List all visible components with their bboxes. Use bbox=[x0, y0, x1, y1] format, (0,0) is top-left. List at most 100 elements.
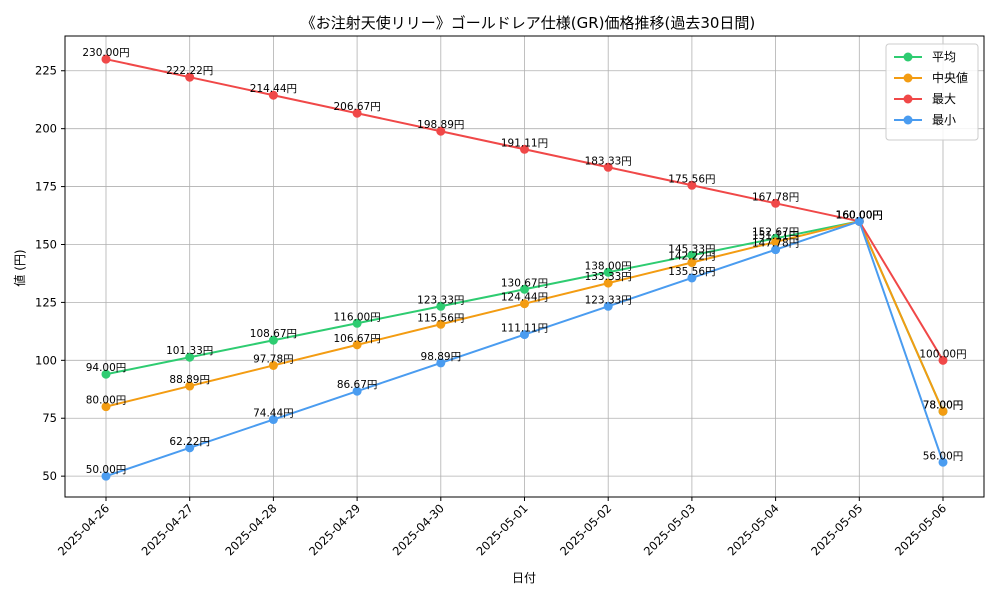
data-label: 175.56円 bbox=[668, 173, 715, 185]
data-label: 214.44円 bbox=[250, 83, 297, 95]
x-tick-label: 2025-05-04 bbox=[725, 501, 782, 558]
data-point bbox=[603, 278, 613, 288]
data-point bbox=[687, 273, 697, 283]
data-label: 151.11円 bbox=[752, 230, 799, 242]
data-label: 145.33円 bbox=[668, 243, 715, 255]
data-label: 86.67円 bbox=[337, 379, 378, 391]
data-label: 142.22円 bbox=[668, 251, 715, 263]
data-label: 108.67円 bbox=[250, 328, 297, 340]
data-label: 97.78円 bbox=[253, 353, 294, 365]
data-point bbox=[101, 369, 111, 379]
data-point bbox=[185, 443, 195, 453]
data-point bbox=[185, 352, 195, 362]
data-point bbox=[687, 258, 697, 268]
data-label: 160.00円 bbox=[836, 209, 883, 221]
data-label: 111.11円 bbox=[501, 323, 548, 335]
legend-marker bbox=[903, 52, 913, 62]
data-label: 160.00円 bbox=[836, 209, 883, 221]
data-label: 152.67円 bbox=[752, 226, 799, 238]
x-tick-label: 2025-05-01 bbox=[473, 501, 530, 558]
data-label: 198.89円 bbox=[417, 119, 464, 131]
data-label: 135.56円 bbox=[668, 266, 715, 278]
data-point bbox=[352, 340, 362, 350]
x-tick-label: 2025-04-28 bbox=[222, 501, 279, 558]
data-label: 130.67円 bbox=[501, 277, 548, 289]
data-label: 50.00円 bbox=[86, 464, 127, 476]
data-point bbox=[520, 299, 529, 309]
y-tick-label: 200 bbox=[35, 122, 57, 136]
data-label: 133.33円 bbox=[585, 271, 632, 283]
data-point bbox=[603, 267, 613, 277]
data-point bbox=[101, 471, 111, 481]
y-axis-label: 値 (円) bbox=[12, 249, 27, 286]
series-2 bbox=[101, 54, 948, 365]
data-point bbox=[687, 250, 697, 260]
data-point bbox=[520, 284, 529, 294]
data-label: 222.22円 bbox=[166, 65, 213, 77]
data-point bbox=[771, 237, 781, 247]
data-point bbox=[352, 318, 362, 328]
legend-marker bbox=[903, 94, 913, 104]
legend-label: 最大 bbox=[932, 92, 956, 106]
data-point bbox=[101, 402, 111, 412]
data-point bbox=[436, 358, 446, 368]
data-label: 115.56円 bbox=[417, 312, 464, 324]
series-layer bbox=[101, 54, 948, 481]
x-tick-label: 2025-04-27 bbox=[139, 501, 196, 558]
data-label: 123.33円 bbox=[417, 294, 464, 306]
data-point bbox=[352, 386, 362, 396]
data-point bbox=[436, 301, 446, 311]
x-tick-label: 2025-05-02 bbox=[557, 501, 614, 558]
y-tick-label: 50 bbox=[42, 469, 57, 483]
data-point bbox=[771, 245, 781, 255]
data-point bbox=[938, 457, 948, 467]
legend-label: 最小 bbox=[932, 113, 956, 127]
series-1 bbox=[101, 216, 948, 416]
data-label: 123.33円 bbox=[585, 294, 632, 306]
y-tick-label: 75 bbox=[42, 411, 57, 425]
data-label: 106.67円 bbox=[333, 333, 380, 345]
data-label: 147.78円 bbox=[752, 238, 799, 250]
data-point bbox=[771, 198, 781, 208]
data-point bbox=[352, 108, 362, 118]
data-point bbox=[520, 330, 529, 340]
data-label: 78.00円 bbox=[923, 399, 964, 411]
data-label: 88.89円 bbox=[169, 374, 210, 386]
data-label: 230.00円 bbox=[82, 47, 129, 59]
data-point bbox=[436, 319, 446, 329]
data-label: 183.33円 bbox=[585, 155, 632, 167]
data-point bbox=[268, 415, 278, 425]
legend-marker bbox=[903, 115, 913, 125]
x-tick-label: 2025-05-05 bbox=[808, 501, 865, 558]
data-label: 101.33円 bbox=[166, 345, 213, 357]
data-label: 191.11円 bbox=[501, 137, 548, 149]
data-label: 56.00円 bbox=[923, 450, 964, 462]
data-label: 160.00円 bbox=[836, 209, 883, 221]
data-point bbox=[268, 335, 278, 345]
data-point bbox=[436, 126, 446, 136]
data-label: 124.44円 bbox=[501, 292, 548, 304]
y-tick-label: 100 bbox=[35, 353, 57, 367]
y-tick-label: 150 bbox=[35, 237, 57, 251]
data-point bbox=[938, 355, 948, 365]
data-label: 80.00円 bbox=[86, 395, 127, 407]
y-tick-label: 225 bbox=[35, 64, 57, 78]
x-tick-label: 2025-05-03 bbox=[641, 501, 698, 558]
data-label: 138.00円 bbox=[585, 260, 632, 272]
legend-label: 平均 bbox=[932, 50, 956, 64]
legend-label: 中央値 bbox=[932, 70, 968, 85]
data-label: 74.44円 bbox=[253, 408, 294, 420]
data-point bbox=[268, 360, 278, 370]
data-point bbox=[101, 54, 111, 64]
x-axis-label: 日付 bbox=[512, 571, 536, 585]
data-label: 116.00円 bbox=[333, 311, 380, 323]
data-point bbox=[268, 90, 278, 100]
data-point bbox=[603, 301, 613, 311]
data-point bbox=[938, 406, 948, 416]
y-tick-label: 175 bbox=[35, 180, 57, 194]
data-point bbox=[185, 72, 195, 82]
x-tick-label: 2025-04-29 bbox=[306, 501, 363, 558]
data-label: 78.00円 bbox=[923, 399, 964, 411]
